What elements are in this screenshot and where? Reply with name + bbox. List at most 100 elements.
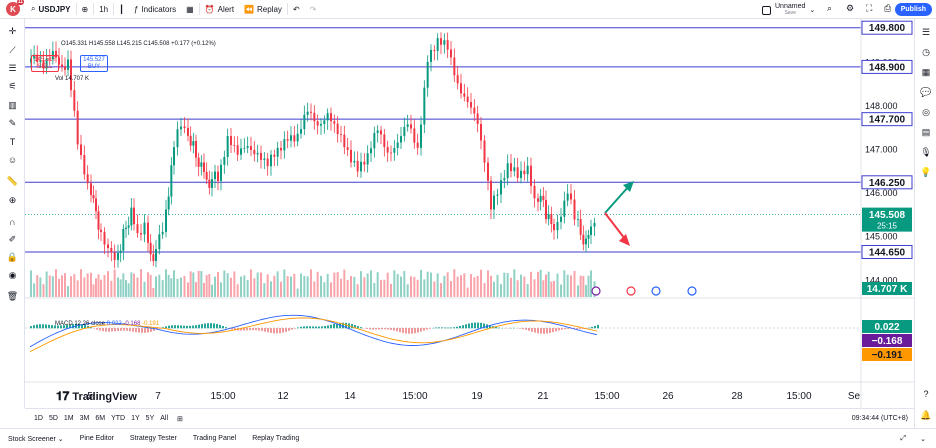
range-button[interactable]: YTD: [111, 415, 126, 422]
publish-button[interactable]: Publish: [894, 3, 932, 16]
buy-button[interactable]: 145.527 BUY: [80, 55, 108, 72]
chart-canvas[interactable]: 149.000148.000147.000146.000145.000144.0…: [25, 19, 914, 408]
chevron-down-icon: ⌄: [809, 7, 816, 14]
footer-tab[interactable]: Replay Trading: [244, 435, 307, 442]
candle-body: [223, 157, 226, 165]
candle-body: [127, 225, 130, 228]
text-tool[interactable]: T: [6, 135, 19, 148]
range-button[interactable]: All: [160, 415, 169, 422]
macd-histogram-bar: [114, 328, 116, 332]
range-button[interactable]: 5D: [48, 415, 58, 422]
snapshot-button[interactable]: ⎙: [884, 3, 891, 14]
range-button[interactable]: 3M: [79, 415, 90, 422]
ideas-button[interactable]: ◎: [919, 105, 933, 119]
crosshair-tool[interactable]: ✛: [6, 25, 19, 38]
chart-pane[interactable]: 149.000148.000147.000146.000145.000144.0…: [25, 19, 914, 408]
symbol-search[interactable]: ⌕ USDJPY: [26, 0, 76, 19]
watchlist-button[interactable]: ☰: [919, 25, 933, 39]
lock-tool[interactable]: 🔒: [6, 251, 19, 264]
collapse-panel-button[interactable]: ⌄: [920, 435, 926, 443]
chart-type-button[interactable]: ┃: [114, 0, 129, 19]
footer-tab[interactable]: Stock Screener ⌄: [0, 435, 72, 443]
candle-body: [214, 171, 216, 180]
alert-button[interactable]: ⏰ Alert: [200, 0, 239, 19]
magnet-tool[interactable]: ∩: [6, 215, 19, 228]
replay-button[interactable]: ⏪ Replay: [239, 0, 287, 19]
hotlists-button[interactable]: 💡: [919, 165, 933, 179]
candle-body: [119, 250, 122, 254]
object-tree-button[interactable]: ⌕: [827, 3, 832, 14]
volume-bar: [450, 281, 452, 297]
brush-tool[interactable]: ✎: [6, 117, 19, 130]
compare-button[interactable]: ⊕: [77, 0, 94, 19]
volume-bar: [303, 275, 306, 297]
volume-bar: [143, 281, 146, 297]
macd-histogram-bar: [582, 328, 584, 329]
projection-tool[interactable]: ▥: [6, 99, 19, 112]
visibility-tool[interactable]: ◉: [6, 269, 19, 282]
bearish-arrow-line: [604, 212, 626, 240]
maximize-panel-button[interactable]: ⤢: [900, 435, 906, 443]
volume-bar: [73, 274, 76, 297]
alerts-panel-button[interactable]: ◷: [919, 45, 933, 59]
trendline-tool[interactable]: ⟋: [6, 44, 19, 57]
settings-button[interactable]: ⚙: [846, 3, 854, 14]
ohlc-legend: O145.331 H145.558 L145.215 C145.508 +0.1…: [61, 41, 216, 47]
ohlc-values: O145.331 H145.558 L145.215 C145.508 +0.1…: [61, 41, 216, 47]
range-button[interactable]: 1M: [63, 415, 74, 422]
candle-body: [36, 54, 39, 63]
volume-bar: [350, 276, 352, 297]
fullscreen-button[interactable]: ⛶: [866, 3, 872, 14]
redo-button[interactable]: ↷: [305, 0, 322, 19]
templates-button[interactable]: ▦: [181, 0, 199, 19]
range-button[interactable]: 5Y: [145, 415, 155, 422]
emoji-tool[interactable]: ☺: [6, 153, 19, 166]
measure-tool[interactable]: 📏: [6, 175, 19, 188]
chat-button[interactable]: 💬: [919, 85, 933, 99]
undo-button[interactable]: ↶: [288, 0, 305, 19]
remove-drawings-tool[interactable]: 🗑: [6, 290, 19, 303]
candle-body: [250, 146, 252, 150]
sell-button[interactable]: 145.517 SELL: [31, 55, 59, 72]
tradingview-logo[interactable]: 𝟏𝟕 TradingView: [56, 389, 137, 404]
footer-tab[interactable]: Pine Editor: [72, 435, 122, 442]
zoom-tool[interactable]: ⊕: [6, 194, 19, 207]
podcast-button[interactable]: 🎙: [919, 145, 933, 159]
volume-bar: [460, 275, 462, 297]
timeframe-button[interactable]: 1h: [94, 0, 113, 19]
goto-date-button[interactable]: ⊞: [177, 415, 183, 423]
volume-bar: [236, 284, 239, 297]
symbol-label: USDJPY: [38, 4, 71, 14]
help-button[interactable]: ?: [919, 387, 933, 401]
calendar-button[interactable]: ▤: [919, 125, 933, 139]
candle-body: [208, 179, 211, 188]
avatar-letter: K: [10, 4, 16, 14]
macd-histogram-bar: [66, 324, 68, 329]
divider: [286, 3, 288, 15]
candle-body: [323, 120, 326, 125]
volume-bar: [446, 272, 449, 297]
macd-histogram-bar: [111, 328, 113, 332]
footer-tab[interactable]: Strategy Tester: [122, 435, 185, 442]
macd-histogram-bar: [222, 325, 224, 329]
macd-histogram-bar: [537, 328, 539, 334]
range-bar: 1D 5D 1M 3M 6M YTD 1Y 5Y All ⊞ 09:34:44 (UTC+8): [25, 408, 914, 428]
indicators-button[interactable]: ƒ Indicators: [129, 0, 181, 19]
volume-bar: [133, 273, 135, 297]
footer-tab[interactable]: Trading Panel: [185, 435, 244, 442]
layout-name[interactable]: Unnamed Save ⌄: [762, 3, 815, 17]
volume-bar: [410, 276, 412, 297]
fib-tool[interactable]: ☰: [6, 62, 19, 75]
user-avatar[interactable]: K 11: [6, 0, 24, 16]
notifications-button[interactable]: 🔔: [919, 408, 933, 422]
pattern-tool[interactable]: ⚟: [6, 80, 19, 93]
clock[interactable]: 09:34:44 (UTC+8): [851, 415, 908, 422]
macd-histogram-bar: [471, 322, 473, 329]
candle-body: [513, 167, 516, 172]
lock-drawing-tool[interactable]: ✐: [6, 233, 19, 246]
data-window-button[interactable]: ▦: [919, 65, 933, 79]
range-button[interactable]: 1D: [34, 415, 43, 422]
range-button[interactable]: 1Y: [131, 415, 140, 422]
range-button[interactable]: 6M: [95, 415, 106, 422]
range-buttons: 1D 5D 1M 3M 6M YTD 1Y 5Y All: [31, 415, 171, 422]
